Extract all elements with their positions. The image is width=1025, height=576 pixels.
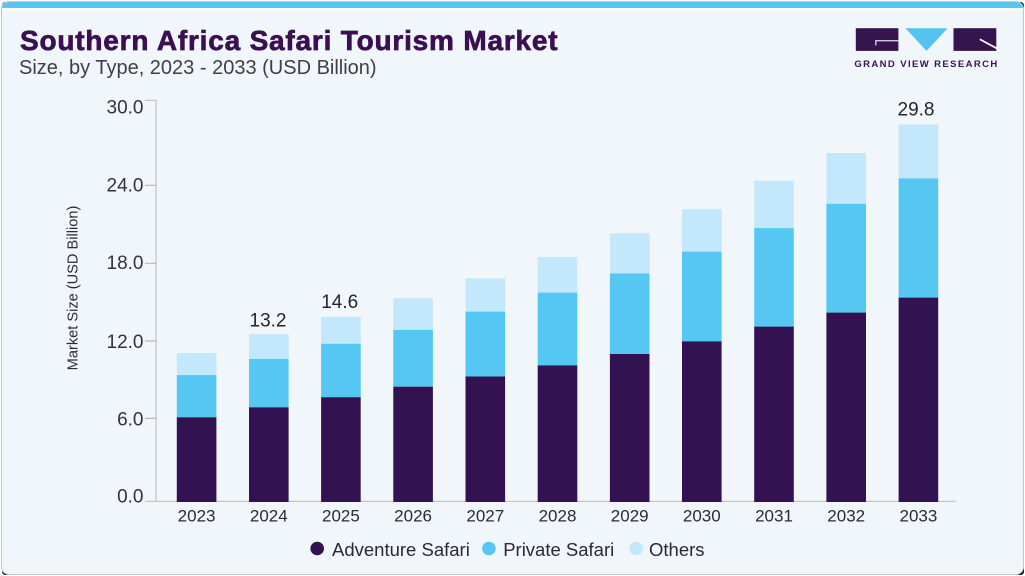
- svg-text:2032: 2032: [827, 507, 865, 526]
- svg-text:Others: Others: [649, 539, 705, 560]
- svg-text:2033: 2033: [899, 507, 937, 526]
- svg-text:12.0: 12.0: [107, 332, 144, 353]
- svg-text:2027: 2027: [466, 507, 504, 526]
- svg-text:2031: 2031: [755, 507, 793, 526]
- svg-text:2023: 2023: [178, 507, 216, 526]
- svg-text:18.0: 18.0: [107, 253, 144, 274]
- svg-text:Adventure Safari: Adventure Safari: [332, 539, 470, 560]
- svg-text:2030: 2030: [683, 507, 721, 526]
- svg-text:13.2: 13.2: [250, 310, 287, 331]
- svg-text:29.8: 29.8: [898, 99, 935, 120]
- svg-text:Private Safari: Private Safari: [503, 539, 614, 560]
- svg-text:6.0: 6.0: [117, 409, 143, 430]
- svg-text:2024: 2024: [250, 507, 288, 526]
- svg-text:30.0: 30.0: [107, 97, 144, 118]
- svg-text:GRAND VIEW RESEARCH: GRAND VIEW RESEARCH: [854, 59, 998, 70]
- svg-text:2028: 2028: [539, 507, 577, 526]
- svg-text:2026: 2026: [394, 507, 432, 526]
- svg-text:Market Size (USD Billion): Market Size (USD Billion): [66, 206, 82, 371]
- svg-text:2025: 2025: [322, 507, 360, 526]
- svg-text:2029: 2029: [611, 507, 649, 526]
- svg-text:14.6: 14.6: [321, 292, 358, 313]
- svg-text:24.0: 24.0: [107, 176, 144, 197]
- svg-text:0.0: 0.0: [117, 486, 143, 507]
